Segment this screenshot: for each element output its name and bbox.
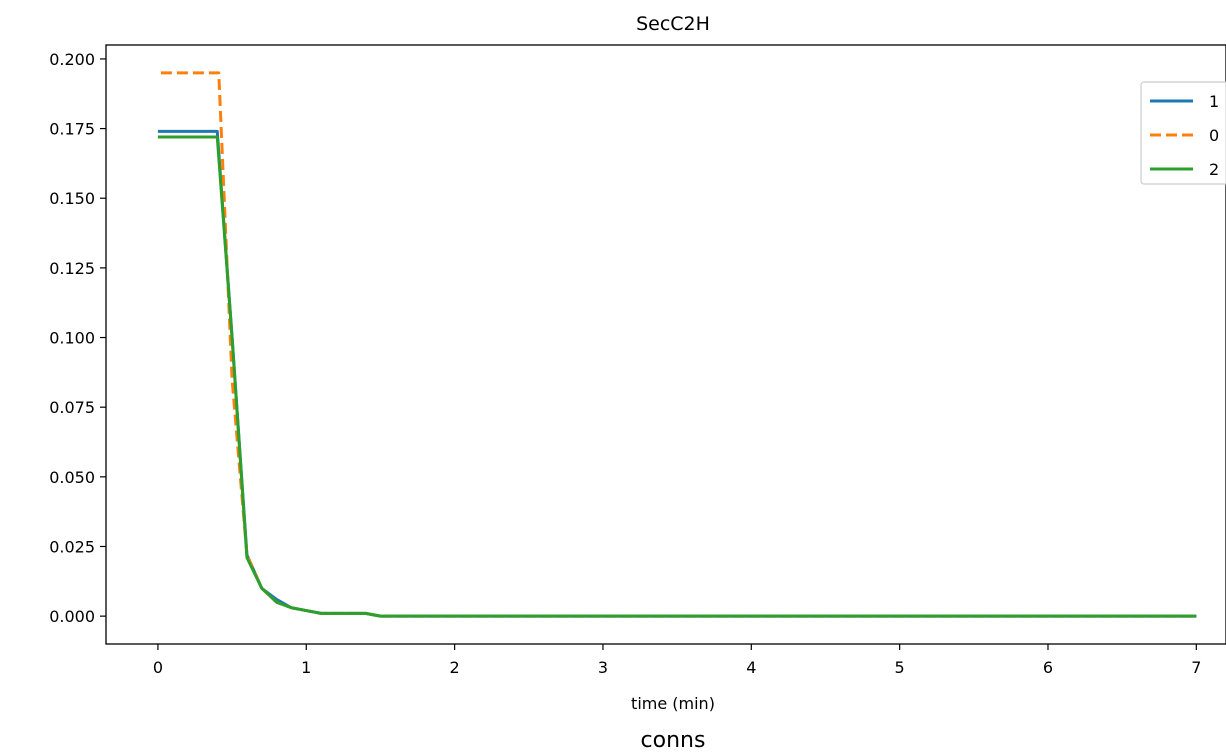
y-tick-label: 0.025	[49, 537, 95, 556]
y-tick-label: 0.000	[49, 607, 95, 626]
series-line-2	[157, 135, 1197, 618]
y-tick-label: 0.075	[49, 398, 95, 417]
y-tick-label: 0.100	[49, 329, 95, 348]
chart-title: SecC2H	[636, 13, 710, 35]
legend-box	[1140, 81, 1226, 185]
plot-area	[157, 71, 1197, 618]
y-tick-label: 0.175	[49, 120, 95, 139]
chart-caption: conns	[641, 728, 706, 753]
x-tick-label: 2	[450, 658, 460, 677]
x-tick-label: 5	[895, 658, 905, 677]
legend: 1 0 2	[1140, 81, 1226, 185]
x-tick-label: 0	[153, 658, 163, 677]
y-tick-label: 0.050	[49, 468, 95, 487]
x-axis: 0 1 2 3 4 5 6 7	[153, 644, 1201, 677]
series-line-0	[160, 71, 1197, 618]
plot-frame	[105, 44, 1226, 645]
legend-label-1: 1	[1209, 92, 1219, 111]
legend-label-2: 2	[1209, 160, 1219, 179]
legend-label-0: 0	[1209, 126, 1219, 145]
x-tick-label: 4	[746, 658, 756, 677]
x-tick-label: 3	[598, 658, 608, 677]
series-line-1	[157, 129, 1197, 618]
x-tick-label: 6	[1043, 658, 1053, 677]
x-tick-label: 7	[1191, 658, 1201, 677]
y-tick-label: 0.150	[49, 189, 95, 208]
x-axis-title: time (min)	[631, 694, 715, 713]
y-tick-label: 0.200	[49, 50, 95, 69]
y-axis: 0.000 0.025 0.050 0.075 0.100 0.125 0.150 0.175…	[49, 50, 106, 626]
y-tick-label: 0.125	[49, 259, 95, 278]
x-tick-label: 1	[301, 658, 311, 677]
